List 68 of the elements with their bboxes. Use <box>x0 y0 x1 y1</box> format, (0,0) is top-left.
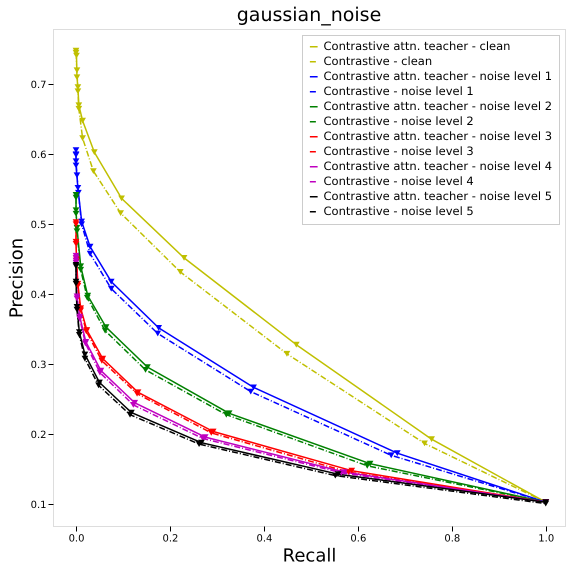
legend-label: Contrastive attn. teacher - noise level 1 <box>324 68 552 83</box>
point <box>90 168 97 174</box>
point <box>82 356 88 362</box>
point <box>72 210 80 217</box>
x-tick-label: 0.2 <box>162 534 178 544</box>
point <box>74 88 82 94</box>
point <box>180 254 188 261</box>
y-tick-label: 0.5 <box>30 220 46 231</box>
point <box>79 118 86 124</box>
y-axis-title: Precision <box>6 238 28 318</box>
point <box>394 450 401 456</box>
point <box>142 366 149 373</box>
y-tick-label: 0.2 <box>30 430 46 441</box>
legend-label: Contrastive attn. teacher - noise level 4 <box>324 158 552 173</box>
y-tick-label: 0.3 <box>30 360 46 371</box>
legend-label: Contrastive - noise level 2 <box>324 114 474 128</box>
x-tick-label: 0.8 <box>444 534 460 544</box>
x-tick-label: 0.4 <box>256 534 272 544</box>
point <box>79 135 86 142</box>
point <box>78 221 86 228</box>
point <box>74 306 80 313</box>
point <box>76 332 83 338</box>
point <box>155 324 162 331</box>
legend-label: Contrastive - clean <box>324 54 432 68</box>
legend-label: Contrastive attn. teacher - noise level 3 <box>324 128 552 143</box>
point <box>72 162 80 168</box>
point <box>250 384 257 390</box>
y-tick-label: 0.1 <box>30 500 46 511</box>
point <box>77 266 84 273</box>
point <box>75 106 82 112</box>
point <box>118 195 125 202</box>
legend-label: Contrastive - noise level 1 <box>324 84 474 98</box>
x-axis-title: Recall <box>282 546 336 566</box>
legend-label: Contrastive - noise level 3 <box>324 144 474 158</box>
point <box>108 286 115 292</box>
point <box>74 228 80 234</box>
point <box>154 330 162 336</box>
point <box>388 452 395 458</box>
point <box>74 172 80 178</box>
point <box>102 328 108 334</box>
point <box>176 268 184 275</box>
legend-label: Contrastive - noise level 4 <box>324 174 474 188</box>
legend-label: Contrastive attn. teacher - noise level 2 <box>324 98 552 113</box>
point <box>117 210 124 216</box>
point <box>421 440 428 446</box>
x-tick-label: 0.6 <box>350 534 366 544</box>
point <box>428 436 435 442</box>
point <box>96 370 104 376</box>
point <box>284 350 290 357</box>
legend-label: Contrastive attn. teacher - clean <box>324 38 510 53</box>
point <box>292 342 300 348</box>
y-tick-label: 0.6 <box>30 150 46 161</box>
chart-title: gaussian_noise <box>236 4 382 26</box>
legend-label: Contrastive attn. teacher - noise level 5 <box>324 188 552 203</box>
point <box>126 412 134 418</box>
point <box>74 74 80 80</box>
x-tick-label: 0.0 <box>68 534 84 544</box>
point <box>90 149 98 156</box>
point <box>108 278 115 285</box>
point <box>74 184 82 191</box>
point <box>86 250 94 257</box>
point <box>95 382 102 388</box>
y-tick-label: 0.4 <box>30 290 46 301</box>
legend-label: Contrastive - noise level 5 <box>324 204 474 218</box>
point <box>247 388 254 395</box>
point <box>74 67 80 74</box>
y-tick-label: 0.7 <box>30 80 46 91</box>
x-tick-label: 1.0 <box>538 534 554 544</box>
